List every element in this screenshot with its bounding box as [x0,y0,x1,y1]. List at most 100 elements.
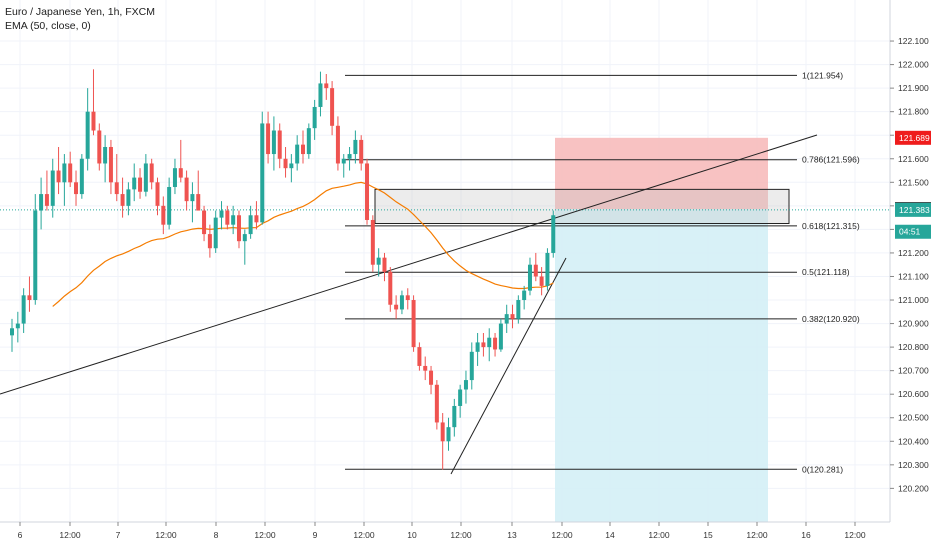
candle-body [39,194,44,211]
candle-body [10,328,14,336]
candle-body [330,88,335,126]
time-axis-background [0,522,932,550]
time-tick-label: 12:00 [450,530,472,540]
candle-body [539,276,544,286]
price-tick-label: 120.400 [898,436,929,446]
price-tag-label: 121.383 [899,205,930,215]
time-tick-label: 6 [18,530,23,540]
candle-body [545,252,550,286]
price-tick-label: 121.200 [898,248,929,258]
price-axis-background [890,0,932,550]
supply-zone-rectangle [374,188,790,225]
price-tick-label: 120.500 [898,413,929,423]
candle-body [167,187,172,225]
candle-body [504,314,509,324]
time-tick-label: 7 [116,530,121,540]
candle-body [68,163,73,183]
candle-body [120,194,125,206]
candle-body [103,146,108,164]
time-tick-label: 14 [605,530,615,540]
price-tick-label: 122.000 [898,60,929,70]
candle-body [493,337,498,350]
price-tick-label: 120.800 [898,342,929,352]
candle-body [44,194,49,206]
price-tick-label: 120.600 [898,389,929,399]
price-tag-label: 121.689 [899,133,930,143]
time-tick-label: 15 [703,530,713,540]
indicator-title: EMA (50, close, 0) [5,20,91,32]
candle-body [359,139,364,164]
candle-body [301,144,305,155]
candle-body [184,177,189,202]
candle-body [15,323,20,329]
candle-body [62,163,67,183]
candle-body [312,106,317,129]
price-tick-label: 121.100 [898,271,929,281]
candle-body [283,158,288,169]
candle-body [289,163,294,169]
take-profit-zone [555,209,768,522]
candle-body [202,210,207,235]
candle-body [376,257,381,265]
candle-body [551,215,556,253]
candle-body [190,194,195,202]
candle-body [231,215,236,225]
price-tag-label: 04:51 [899,227,921,237]
time-tick-label: 12:00 [746,530,768,540]
candle-body [242,234,247,242]
candle-body [21,295,26,324]
candle-body [452,405,457,428]
candle-body [522,290,527,301]
candle-body [429,370,434,385]
candle-body [219,210,224,218]
fib-level-label: 0.5(121.118) [802,267,850,277]
candle-body [510,314,515,319]
candle-body [266,123,271,155]
candle-body [108,146,113,183]
candle-body [324,83,329,89]
candle-body [341,158,346,164]
time-tick-label: 8 [214,530,219,540]
candle-body [126,189,131,206]
fib-level-label: 0.618(121.315) [802,221,860,231]
candle-body [143,163,148,192]
candle-body [50,170,55,206]
candle-body [97,130,102,164]
candle-body [155,182,160,206]
candle-body [248,215,253,235]
candle-body [74,182,79,195]
price-tick-label: 122.100 [898,36,929,46]
candle-body [498,323,503,350]
candle-body [399,295,404,310]
candle-body [79,158,84,195]
candle-body [207,234,212,249]
price-tick-label: 121.600 [898,154,929,164]
trendline-short [450,257,567,475]
candle-body [85,111,90,159]
candle-body [487,337,492,348]
price-tag [895,224,931,239]
candle-body [27,295,32,301]
candle-body [440,422,445,442]
candle-body [91,111,96,131]
candle-body [271,130,276,155]
candle-body [365,163,370,220]
price-tick-label: 121.900 [898,83,929,93]
candle-body [172,168,177,188]
candle-body [481,342,486,348]
candle-body [527,264,532,291]
ema-line [52,181,554,307]
candle-body [306,128,311,155]
price-tick-label: 120.300 [898,460,929,470]
candle-body [196,194,201,211]
candle-body [382,257,387,272]
symbol-title: Euro / Japanese Yen, 1h, FXCM [5,6,156,18]
time-tick-label: 12:00 [59,530,81,540]
price-tick-label: 120.900 [898,319,929,329]
price-tick-label: 121.500 [898,177,929,187]
candle-body [149,163,154,183]
candle-body [33,210,38,301]
price-tag [895,130,931,145]
candle-body [353,139,358,155]
